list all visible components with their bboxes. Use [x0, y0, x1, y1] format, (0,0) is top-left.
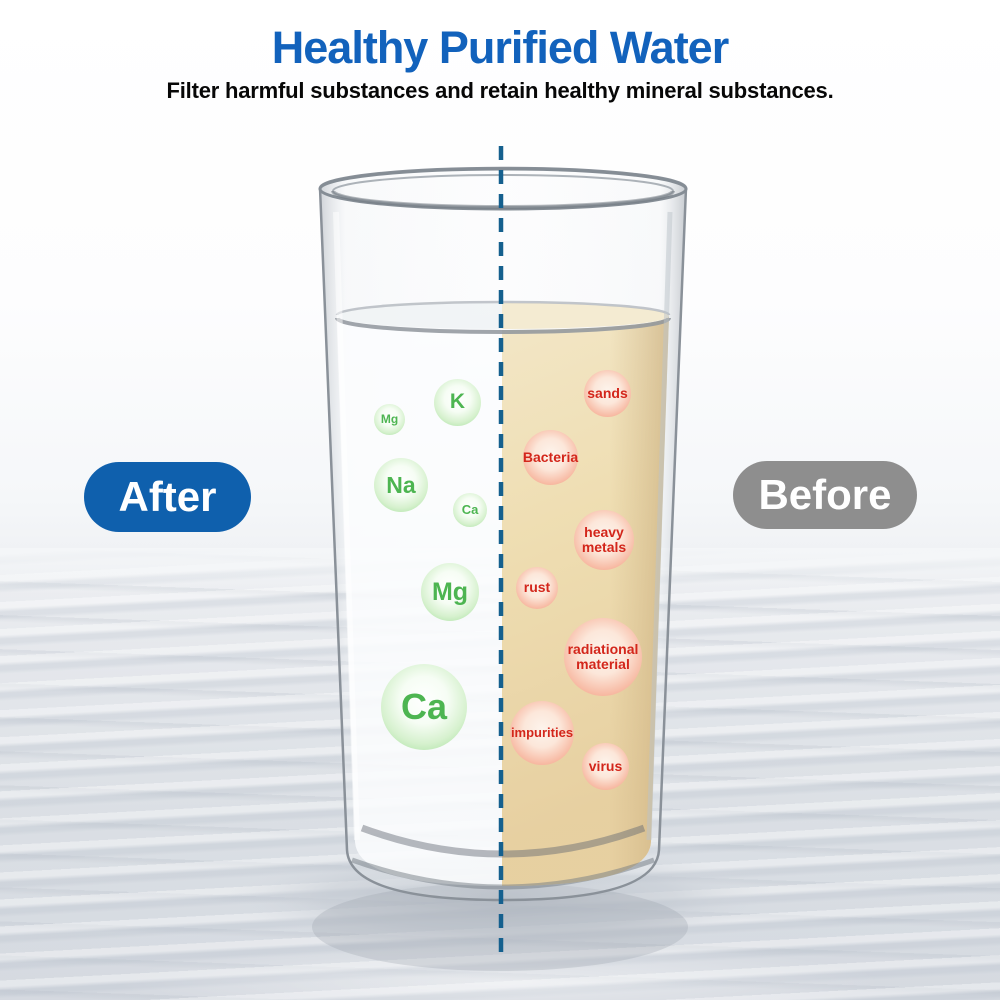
before-label-text: Before [758, 471, 892, 518]
waterline-front [335, 317, 671, 334]
page-subtitle: Filter harmful substances and retain hea… [166, 78, 834, 103]
contaminant-bubble-bacteria: Bacteria [523, 430, 578, 485]
after-label-pill: After [84, 462, 251, 532]
contaminant-bubble-virus: virus [582, 743, 629, 790]
after-label-text: After [118, 473, 217, 520]
glass-base-edge [351, 857, 655, 890]
before-label-pill: Before [733, 461, 917, 529]
contaminant-bubble-rust: rust [516, 567, 558, 609]
mineral-bubble-ca-large: Ca [381, 664, 467, 750]
glass-wall-highlight [333, 211, 360, 841]
contaminant-bubble-impurities: impurities [510, 701, 574, 765]
contaminant-bubble-sands: sands [584, 370, 631, 417]
mineral-bubble-na: Na [374, 458, 428, 512]
mineral-bubble-mg-large: Mg [421, 563, 479, 621]
mineral-bubble-mg-small: Mg [374, 404, 405, 435]
contaminant-bubble-heavy-metals: heavy metals [574, 510, 634, 570]
water-surface-dirty [502, 303, 669, 329]
mineral-bubble-ca-small: Ca [453, 493, 487, 527]
glass-wall-shade [646, 211, 673, 841]
contaminant-bubble-radiational-material: radiational material [564, 618, 642, 696]
mineral-bubble-k: K [434, 379, 481, 426]
page-title: Healthy Purified Water [271, 22, 729, 73]
